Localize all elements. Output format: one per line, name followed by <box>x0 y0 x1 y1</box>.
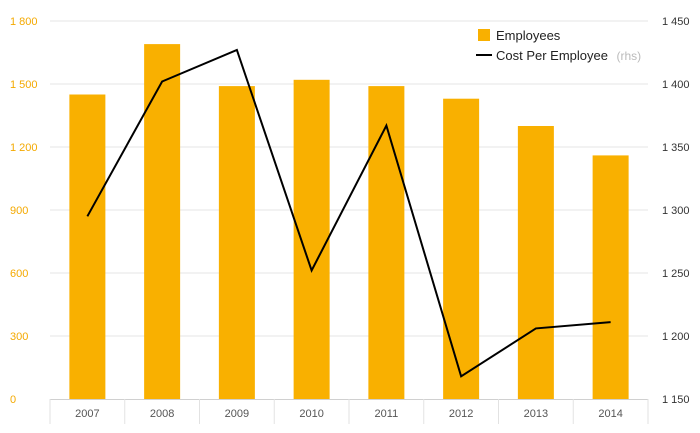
y-right-tick-label: 1 450 <box>662 16 690 28</box>
grid-lines <box>50 20 648 337</box>
x-tick-label: 2012 <box>449 408 473 420</box>
bar-series-employees <box>69 44 629 400</box>
bar-employees <box>218 86 255 399</box>
y-right-tick-label: 1 400 <box>662 79 690 91</box>
axes: 0 300 600 900 1 200 1 500 1 800 1 150 1 200 1 250… <box>10 16 690 424</box>
line-series-cost-per-employee <box>86 48 611 378</box>
y-left-tick-label: 1 500 <box>10 79 38 91</box>
y-left-tick-label: 1 200 <box>10 142 38 154</box>
legend: Employees Cost Per Employee (rhs) <box>476 28 641 64</box>
bar-employees <box>517 126 554 399</box>
x-tick-label: 2014 <box>598 408 622 420</box>
y-right-tick-label: 1 350 <box>662 142 690 154</box>
x-tick-label: 2008 <box>150 408 174 420</box>
bar-employees <box>443 98 480 399</box>
bar-employees <box>69 94 106 399</box>
bar-employees <box>592 155 629 399</box>
y-right-tick-label: 1 200 <box>662 331 690 343</box>
x-tick-label: 2007 <box>75 408 99 420</box>
y-left-tick-label: 600 <box>10 268 28 280</box>
x-tick-label: 2009 <box>225 408 249 420</box>
bar-employees <box>293 79 330 400</box>
y-right-tick-label: 1 250 <box>662 268 690 280</box>
y-left-tick-label: 300 <box>10 331 28 343</box>
x-tick-label: 2013 <box>524 408 548 420</box>
x-tick-label: 2010 <box>299 408 323 420</box>
y-left-tick-label: 1 800 <box>10 16 38 28</box>
x-tick-label: 2011 <box>375 408 399 420</box>
legend-label-cost-per-employee: Cost Per Employee (rhs) <box>496 47 641 64</box>
y-left-tick-label: 900 <box>10 205 28 217</box>
y-right-tick-label: 1 300 <box>662 205 690 217</box>
bar-employees <box>144 44 181 399</box>
legend-swatch-employees <box>478 29 490 41</box>
line-cost-per-employee <box>86 48 611 378</box>
y-left-tick-label: 0 <box>10 394 16 406</box>
legend-label-employees: Employees <box>496 28 561 43</box>
bar-employees <box>368 86 405 399</box>
y-right-tick-label: 1 150 <box>662 394 690 406</box>
